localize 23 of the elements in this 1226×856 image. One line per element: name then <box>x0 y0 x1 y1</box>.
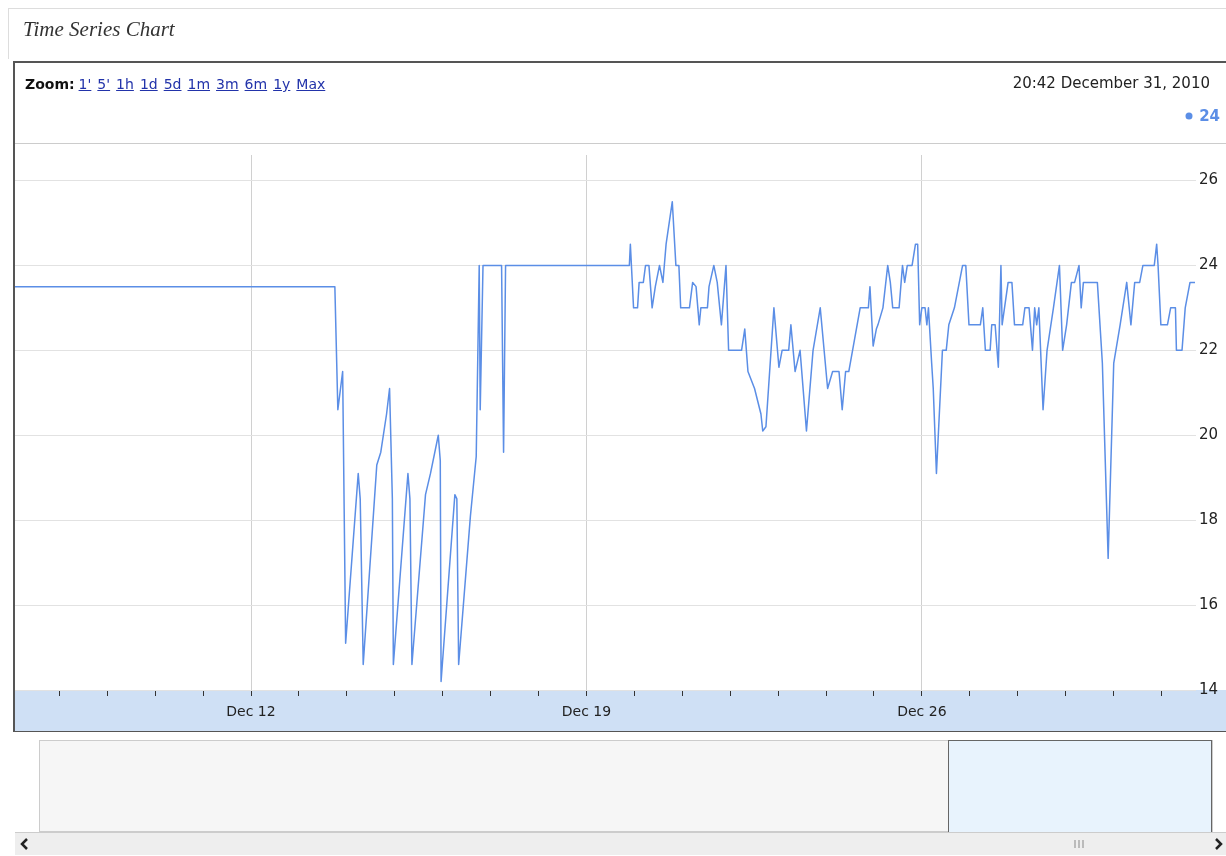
x-tick-label: Dec 26 <box>897 703 947 720</box>
y-tick-label: 20 <box>1199 425 1219 444</box>
y-tick-label: 26 <box>1199 170 1219 189</box>
y-tick-label: 18 <box>1199 510 1219 529</box>
y-tick-label: 16 <box>1199 594 1219 613</box>
x-tick-label: Dec 19 <box>561 703 612 720</box>
chart-title: Time Series Chart <box>23 17 175 42</box>
y-tick-label: 14 <box>1199 679 1219 698</box>
y-tick-label: 24 <box>1199 255 1219 274</box>
text: 1d <box>139 76 158 92</box>
text: Max <box>296 76 326 92</box>
text: 1m <box>187 76 211 92</box>
text: 1h <box>116 76 134 92</box>
text: 6m <box>244 76 268 92</box>
x-tick-label: Dec 12 <box>226 703 276 720</box>
text: 5' <box>97 76 111 92</box>
y-tick-label: 22 <box>1199 340 1219 359</box>
text: 5d <box>163 76 182 92</box>
text: 20:42 December 31, 2010 <box>1012 74 1210 92</box>
text: 1y <box>273 76 291 92</box>
text: 1' <box>78 76 92 92</box>
text: Zoom: <box>25 76 75 92</box>
text: 3m <box>216 76 239 92</box>
